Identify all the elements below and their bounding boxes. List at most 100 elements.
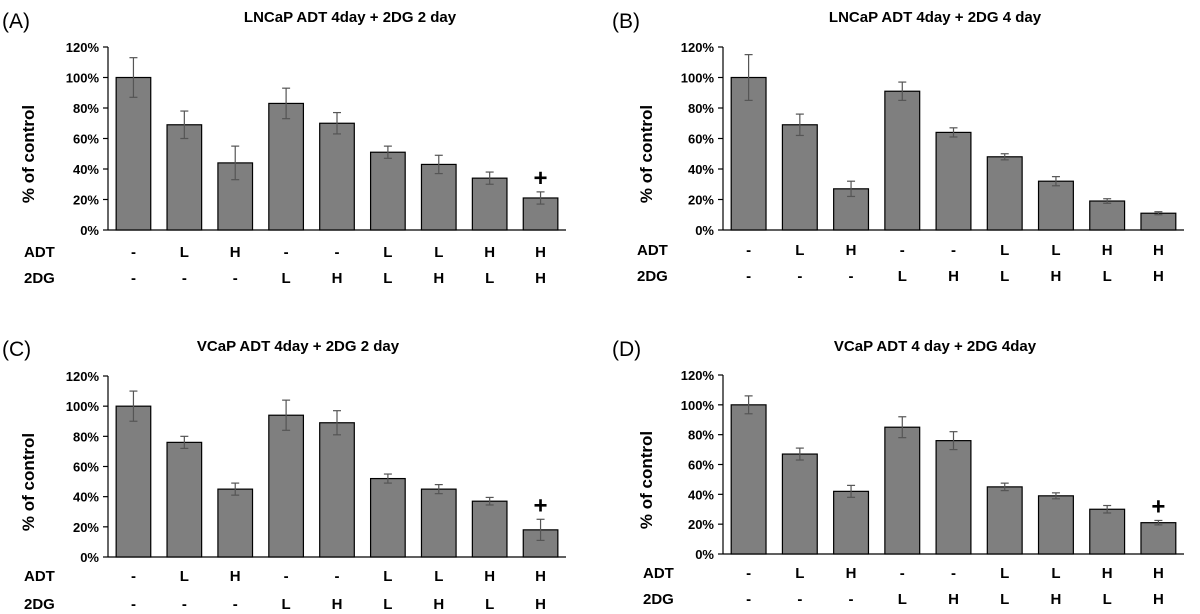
adt-label: - bbox=[951, 565, 956, 582]
dg-label: - bbox=[233, 596, 238, 613]
y-tick-label: 120% bbox=[66, 40, 100, 55]
adt-label: H bbox=[1102, 242, 1113, 259]
row-label-2dg: 2DG bbox=[643, 591, 674, 608]
bar bbox=[319, 122, 355, 231]
bar bbox=[1037, 495, 1074, 555]
bar bbox=[730, 404, 767, 555]
dg-label: - bbox=[233, 270, 238, 287]
significance-plus-marker: + bbox=[534, 492, 548, 519]
adt-label: H bbox=[484, 568, 495, 585]
panel-label: (D) bbox=[612, 338, 641, 361]
dg-label: L bbox=[898, 268, 907, 285]
bar bbox=[268, 102, 305, 231]
y-tick-label: 20% bbox=[688, 517, 714, 532]
bar bbox=[935, 440, 972, 555]
adt-label: L bbox=[1000, 565, 1009, 582]
bar bbox=[166, 124, 203, 231]
adt-label: - bbox=[131, 244, 136, 261]
adt-label: - bbox=[746, 242, 751, 259]
y-tick-label: 100% bbox=[66, 399, 100, 414]
chart-panel-2: (B) LNCaP ADT 4day + 2DG 4 day % of contro… bbox=[612, 9, 1184, 285]
bar bbox=[166, 441, 203, 558]
y-tick-label: 120% bbox=[681, 40, 715, 55]
dg-label: L bbox=[282, 596, 291, 613]
dg-label: - bbox=[131, 270, 136, 287]
dg-label: L bbox=[485, 596, 494, 613]
dg-label: H bbox=[948, 268, 959, 285]
dg-label: H bbox=[1153, 268, 1164, 285]
adt-label: H bbox=[484, 244, 495, 261]
significance-plus-marker: + bbox=[534, 165, 548, 192]
bar bbox=[884, 90, 921, 231]
bar bbox=[1089, 200, 1126, 231]
bar bbox=[471, 177, 508, 231]
y-tick-label: 60% bbox=[688, 458, 714, 473]
y-tick-label: 120% bbox=[66, 369, 100, 384]
adt-label: - bbox=[284, 244, 289, 261]
adt-label: - bbox=[335, 568, 340, 585]
bar bbox=[1140, 212, 1177, 231]
adt-label: L bbox=[180, 244, 189, 261]
bar bbox=[833, 490, 870, 555]
y-tick-label: 20% bbox=[688, 193, 714, 208]
chart-panel-3: (C) VCaP ADT 4day + 2DG 2 day % of control… bbox=[2, 338, 566, 613]
y-tick-label: 40% bbox=[73, 162, 99, 177]
bar bbox=[1037, 180, 1074, 231]
y-tick-label: 40% bbox=[688, 487, 714, 502]
adt-label: L bbox=[383, 568, 392, 585]
chart-panel-1: (A) LNCaP ADT 4day + 2DG 2 day % of contro… bbox=[2, 9, 566, 287]
y-tick-label: 0% bbox=[695, 223, 714, 238]
row-label-2dg: 2DG bbox=[24, 270, 55, 287]
chart-panel-4: (D) VCaP ADT 4 day + 2DG 4day % of control… bbox=[612, 338, 1184, 608]
dg-label: H bbox=[1051, 591, 1062, 608]
dg-label: H bbox=[535, 270, 546, 287]
adt-label: L bbox=[1051, 565, 1060, 582]
bar bbox=[781, 453, 818, 555]
panel-label: (C) bbox=[2, 338, 31, 361]
y-tick-label: 80% bbox=[688, 428, 714, 443]
adt-label: - bbox=[284, 568, 289, 585]
dg-label: L bbox=[898, 591, 907, 608]
y-axis-label: % of control bbox=[637, 105, 656, 203]
y-tick-label: 60% bbox=[688, 132, 714, 147]
adt-label: H bbox=[1153, 565, 1164, 582]
y-axis-label: % of control bbox=[637, 431, 656, 529]
dg-label: L bbox=[1103, 591, 1112, 608]
dg-label: - bbox=[746, 268, 751, 285]
adt-label: L bbox=[1000, 242, 1009, 259]
adt-label: H bbox=[535, 244, 546, 261]
y-tick-label: 40% bbox=[688, 162, 714, 177]
adt-label: L bbox=[795, 565, 804, 582]
dg-label: L bbox=[282, 270, 291, 287]
bar bbox=[115, 405, 152, 558]
adt-label: L bbox=[383, 244, 392, 261]
row-label-adt: ADT bbox=[24, 244, 55, 261]
adt-label: L bbox=[180, 568, 189, 585]
bar bbox=[369, 477, 406, 558]
dg-label: H bbox=[332, 596, 343, 613]
dg-label: H bbox=[433, 270, 444, 287]
row-label-2dg: 2DG bbox=[24, 596, 55, 613]
y-tick-label: 20% bbox=[73, 520, 99, 535]
dg-label: H bbox=[535, 596, 546, 613]
row-label-2dg: 2DG bbox=[637, 268, 668, 285]
bar bbox=[268, 414, 305, 558]
y-tick-label: 40% bbox=[73, 490, 99, 505]
bar bbox=[986, 486, 1023, 555]
bar bbox=[420, 488, 457, 558]
chart-title: LNCaP ADT 4day + 2DG 2 day bbox=[244, 9, 457, 26]
y-tick-label: 0% bbox=[80, 550, 99, 565]
row-label-adt: ADT bbox=[637, 242, 668, 259]
y-tick-label: 100% bbox=[681, 71, 715, 86]
bar bbox=[115, 76, 152, 231]
adt-label: H bbox=[846, 242, 857, 259]
adt-label: - bbox=[900, 565, 905, 582]
dg-label: L bbox=[383, 270, 392, 287]
dg-label: H bbox=[1051, 268, 1062, 285]
y-tick-label: 100% bbox=[66, 71, 100, 86]
chart-title: VCaP ADT 4day + 2DG 2 day bbox=[197, 338, 400, 355]
adt-label: L bbox=[795, 242, 804, 259]
y-tick-label: 0% bbox=[695, 547, 714, 562]
y-tick-label: 60% bbox=[73, 132, 99, 147]
panel-label: (A) bbox=[2, 10, 30, 33]
